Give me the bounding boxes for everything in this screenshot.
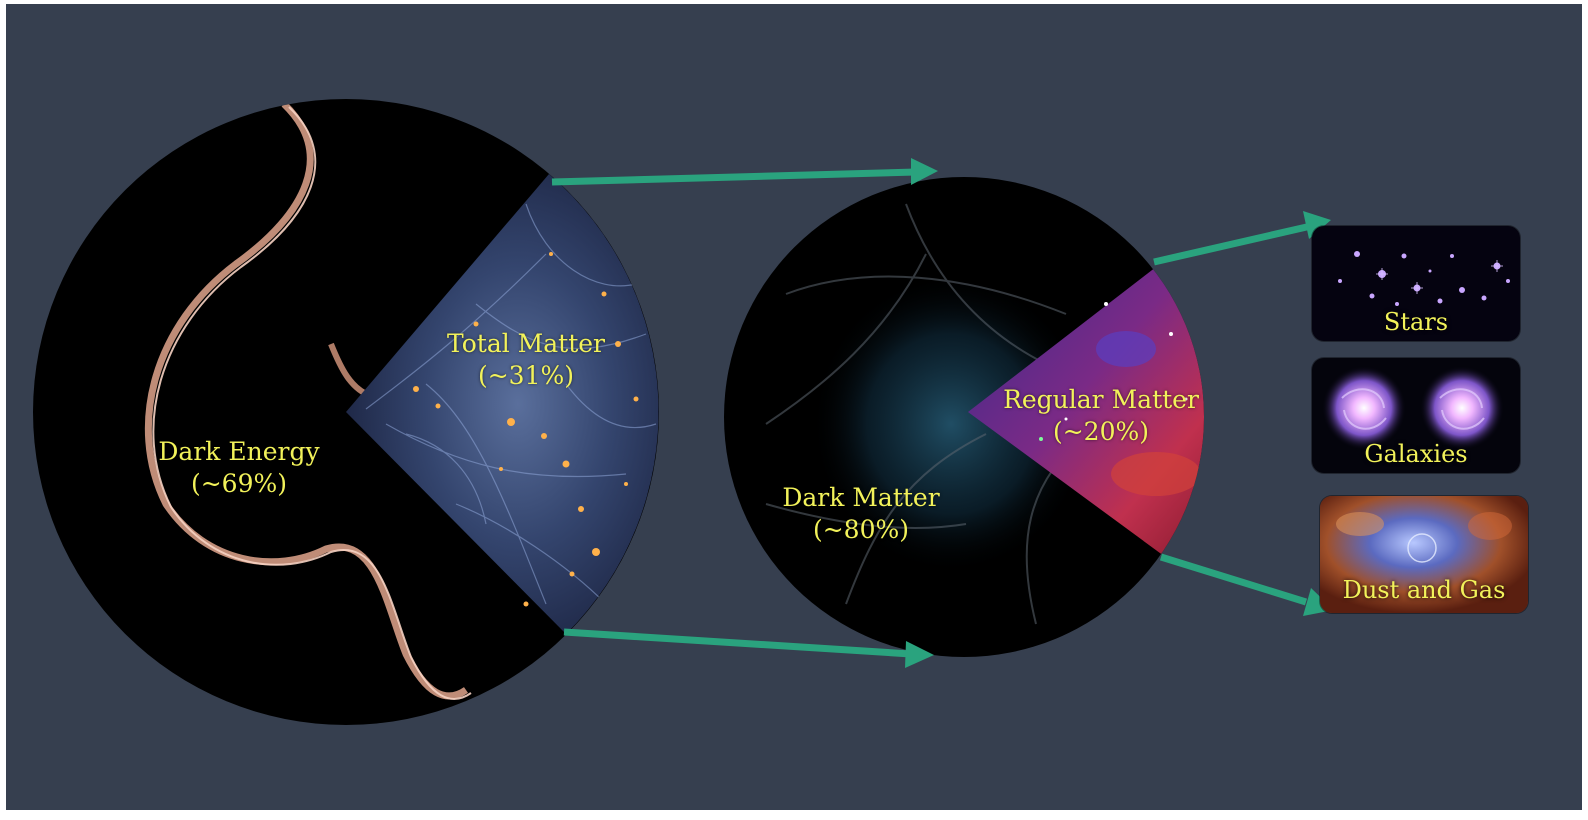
total-matter-percent: (~31%)	[477, 361, 575, 390]
galaxies-icon	[1322, 366, 1504, 450]
regular-matter-percent: (~20%)	[1052, 417, 1150, 446]
galaxies-thumbnail: Galaxies	[1312, 358, 1520, 473]
diagram-graphics	[33, 99, 1334, 725]
dark-matter-name: Dark Matter	[782, 483, 940, 512]
dark-energy-name: Dark Energy	[158, 437, 320, 466]
nebula-texture	[1039, 302, 1201, 496]
dark-energy-percent: (~69%)	[190, 469, 288, 498]
total-matter-wedge	[346, 174, 659, 634]
total-matter-name: Total Matter	[446, 329, 606, 358]
diagram-canvas: Total Matter (~31%) Dark Energy (~69%) R…	[6, 4, 1582, 810]
dark-energy-label: Dark Energy (~69%)	[144, 436, 334, 500]
galaxies-label: Galaxies	[1364, 440, 1468, 468]
dust-and-gas-thumbnail: Dust and Gas	[1320, 496, 1528, 613]
stars-icon	[1338, 251, 1510, 306]
stars-label: Stars	[1383, 308, 1449, 336]
regular-matter-label: Regular Matter (~20%)	[996, 384, 1206, 448]
dark-matter-percent: (~80%)	[812, 515, 910, 544]
total-matter-label: Total Matter (~31%)	[426, 328, 626, 392]
dark-matter-label: Dark Matter (~80%)	[766, 482, 956, 546]
arrow-regular-to-dust	[1159, 553, 1308, 606]
arrow-regular-to-stars	[1153, 222, 1312, 266]
dust-and-gas-label: Dust and Gas	[1342, 576, 1506, 604]
arrows	[551, 158, 1334, 668]
regular-matter-name: Regular Matter	[1003, 385, 1199, 414]
stars-thumbnail: Stars	[1312, 226, 1520, 341]
galaxy-cluster-dots	[413, 252, 639, 607]
nebula-icon	[1320, 496, 1528, 613]
cosmic-web-texture	[365, 203, 657, 605]
arrow-total-to-dark-matter-top	[551, 168, 917, 186]
arrow-total-to-dark-matter-bottom	[563, 628, 912, 658]
